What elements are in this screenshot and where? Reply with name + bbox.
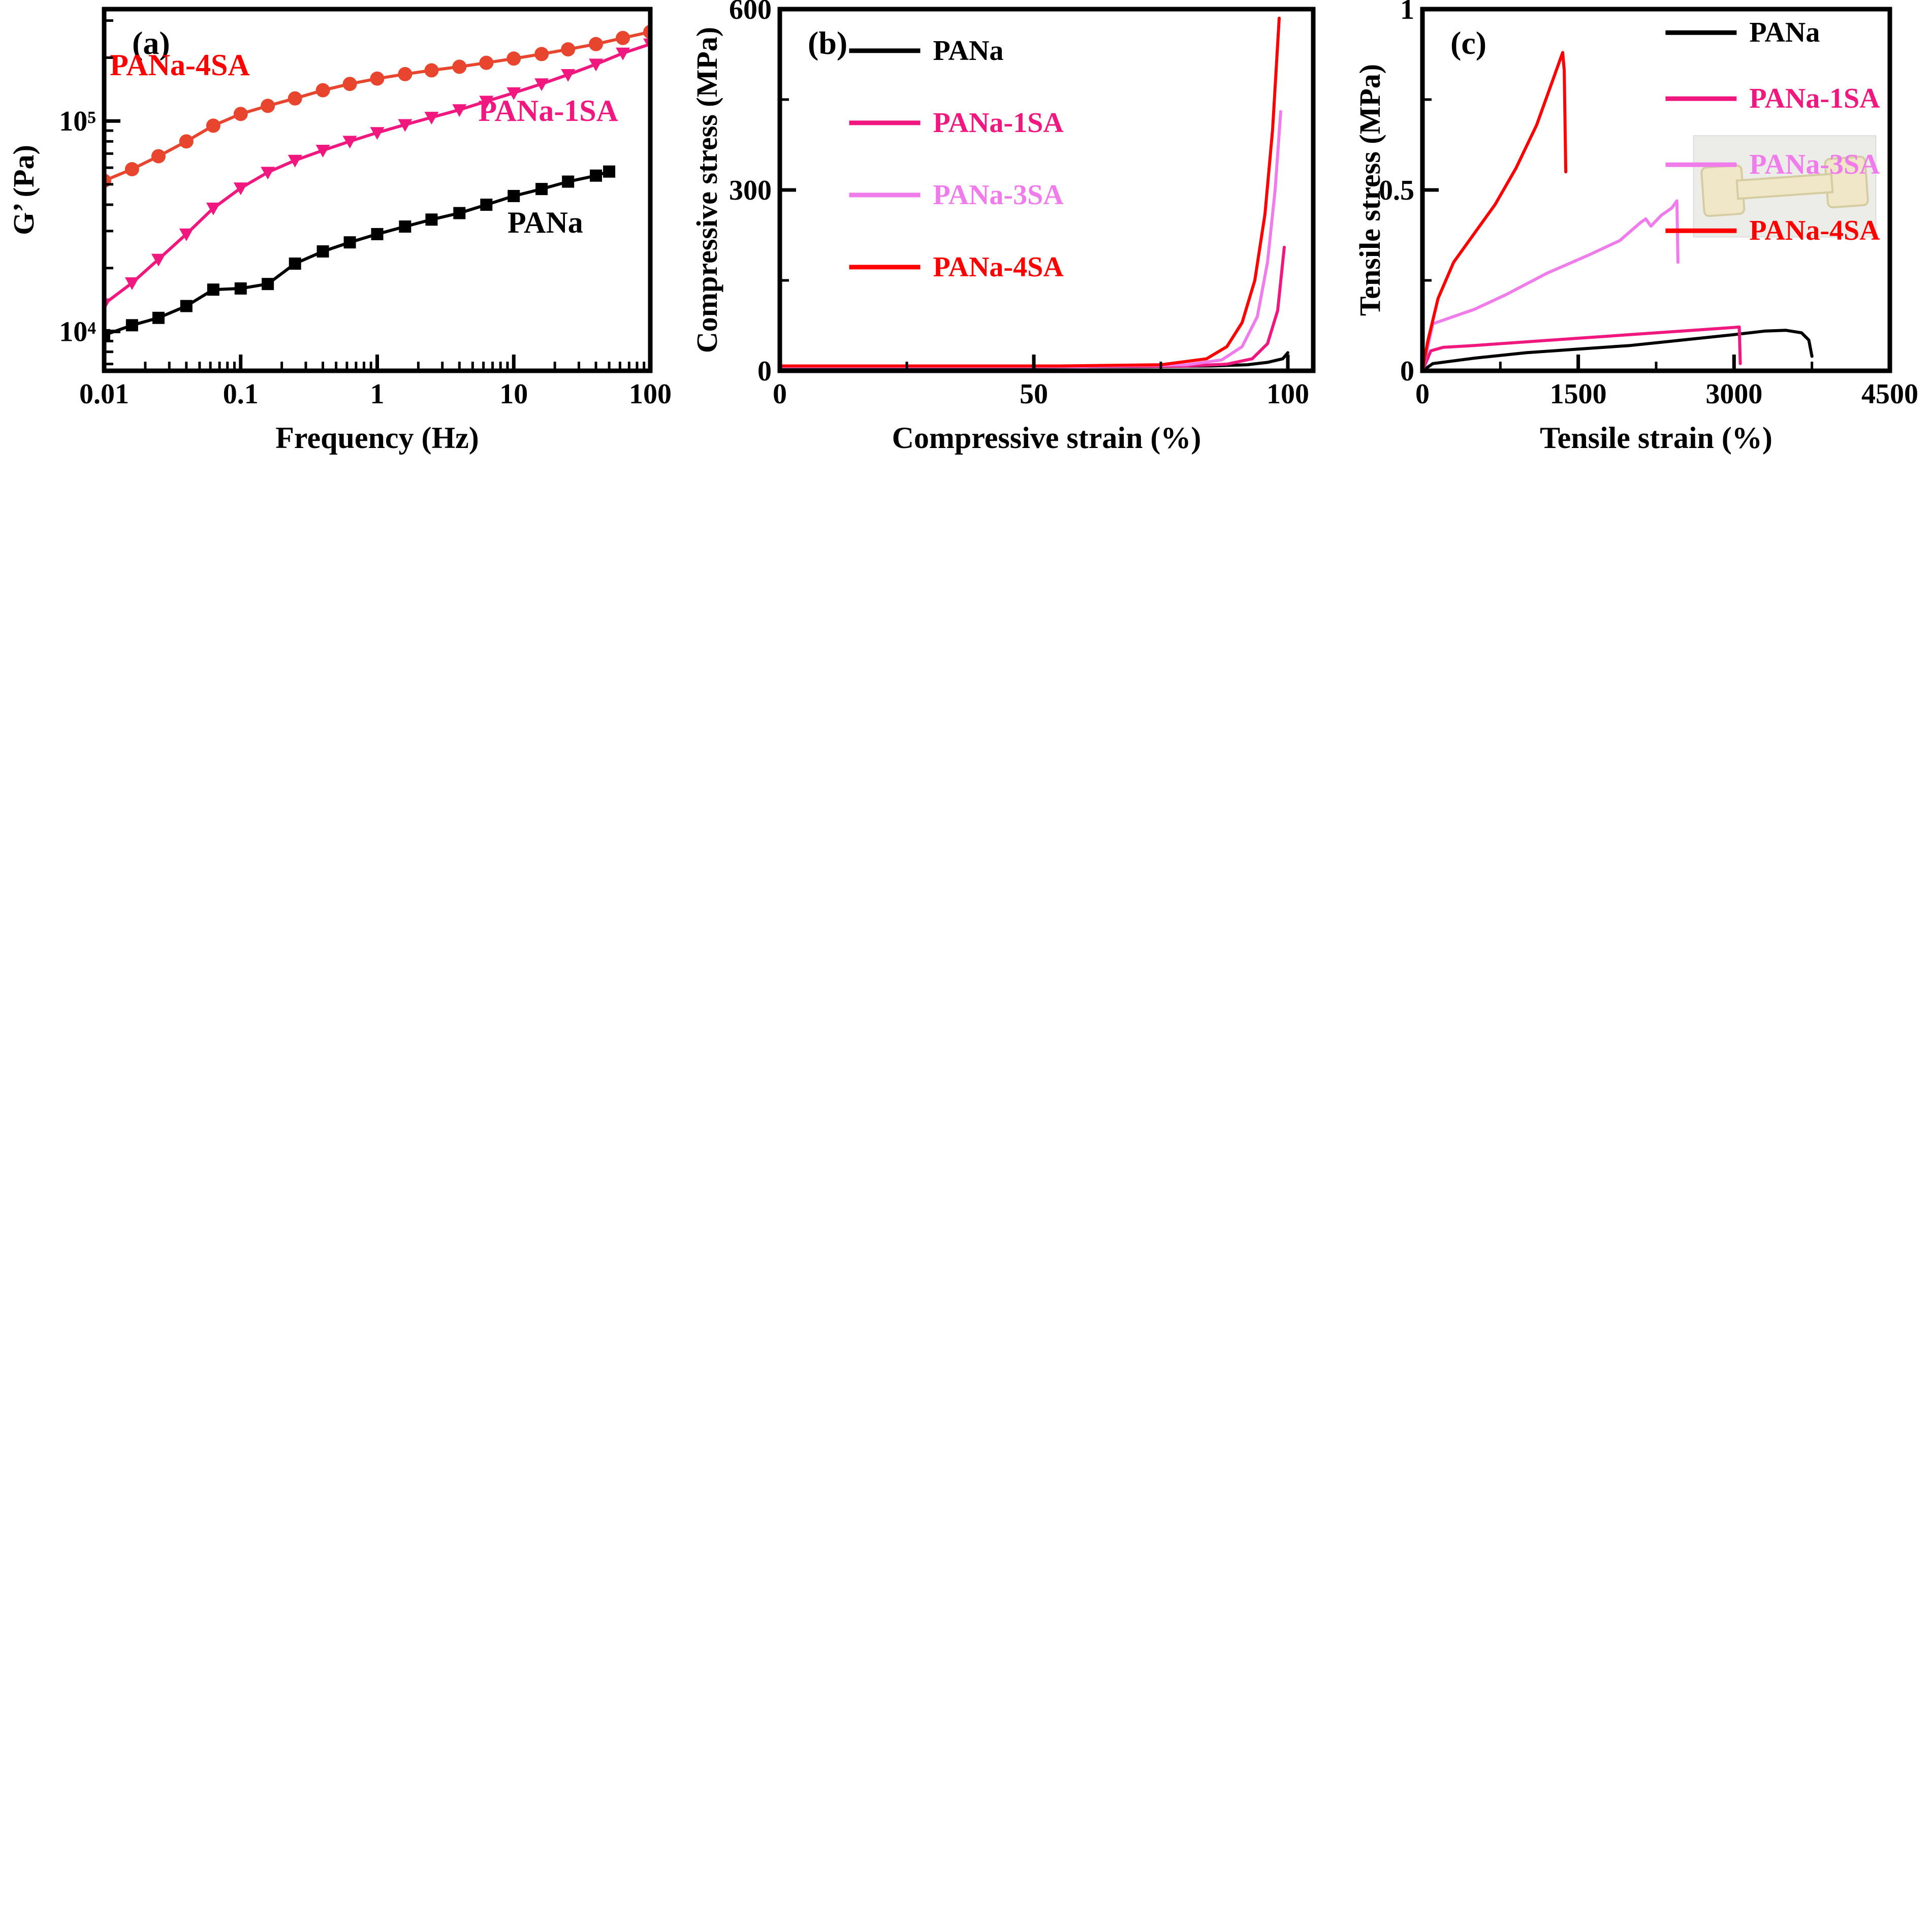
svg-text:(b): (b) <box>808 25 847 61</box>
modulus-stress-stretch-bars <box>0 480 683 957</box>
panel-g-residual-bars <box>683 957 1346 1437</box>
svg-text:PANa-1SA: PANa-1SA <box>933 107 1064 139</box>
svg-text:PANa-3SA: PANa-3SA <box>933 179 1064 211</box>
svg-text:1500: 1500 <box>1550 378 1607 410</box>
panel-e-photos <box>683 480 1932 957</box>
svg-text:Tensile strain (%): Tensile strain (%) <box>1540 421 1772 455</box>
self-healing-chart <box>683 1437 1346 1920</box>
svg-text:0: 0 <box>1415 378 1430 410</box>
panel-k-treatment <box>1346 1437 1932 1920</box>
svg-text:0.1: 0.1 <box>223 378 259 410</box>
svg-text:PANa-4SA: PANa-4SA <box>933 251 1064 283</box>
panel-j-healing <box>683 1437 1346 1920</box>
svg-text:0.01: 0.01 <box>79 378 129 410</box>
svg-text:PANa: PANa <box>508 206 583 239</box>
svg-text:PANa-1SA: PANa-1SA <box>1749 83 1880 114</box>
naoh-treatment-chart <box>1346 1437 1932 1920</box>
svg-text:Compressive stress (MPa): Compressive stress (MPa) <box>690 27 723 353</box>
svg-text:PANa-3SA: PANa-3SA <box>1749 149 1880 180</box>
svg-text:50: 50 <box>1020 378 1048 410</box>
svg-text:PANa: PANa <box>1749 17 1820 48</box>
storage-modulus-chart: 0.01 0.1 1 10 100 10⁴ 10⁵ Frequency (Hz) G’ (Pa)… <box>7 7 672 455</box>
force-relaxation-chart <box>0 957 683 1437</box>
svg-text:3000: 3000 <box>1705 378 1762 410</box>
svg-text:4500: 4500 <box>1861 378 1918 410</box>
panel-d-modulus-bars <box>0 480 683 957</box>
svg-text:300: 300 <box>729 175 772 206</box>
svg-text:10⁴: 10⁴ <box>59 316 96 347</box>
panel-i-toughness-bars <box>0 1437 683 1920</box>
svg-text:10⁵: 10⁵ <box>59 106 96 137</box>
residual-stress-bars <box>683 957 1346 1437</box>
svg-text:PANa: PANa <box>933 35 1004 67</box>
panel-h-notch <box>1346 957 1932 1437</box>
panel-c-tensile: 0 1500 3000 4500 0 0.5 1 Tensile strain (%) Tens… <box>1346 0 1932 480</box>
svg-text:G’ (Pa): G’ (Pa) <box>7 145 40 235</box>
svg-text:0.5: 0.5 <box>1379 175 1414 206</box>
svg-text:Compressive strain (%): Compressive strain (%) <box>892 421 1201 455</box>
tensile-stress-chart: 0 1500 3000 4500 0 0.5 1 Tensile strain (%) Tens… <box>1353 0 1918 455</box>
svg-text:(a): (a) <box>132 25 170 61</box>
svg-text:PANa-1SA: PANa-1SA <box>478 94 618 127</box>
svg-text:(c): (c) <box>1450 25 1486 61</box>
lifting-demo-photos <box>683 480 1932 957</box>
panel-a-storage-modulus: 0.01 0.1 1 10 100 10⁴ 10⁵ Frequency (Hz) G’ (Pa)… <box>0 0 683 480</box>
svg-text:0: 0 <box>773 378 787 410</box>
fracture-work-toughness-bars <box>0 1437 683 1920</box>
svg-text:600: 600 <box>729 0 772 25</box>
svg-text:PANa-4SA: PANa-4SA <box>110 48 250 82</box>
svg-text:Frequency (Hz): Frequency (Hz) <box>275 421 479 455</box>
notch-test-chart <box>1346 957 1932 1437</box>
svg-text:PANa-4SA: PANa-4SA <box>1749 215 1880 246</box>
svg-text:100: 100 <box>1266 378 1309 410</box>
compressive-stress-chart: 0 50 100 0 300 600 Compressive strain (%) Compr… <box>690 0 1316 455</box>
svg-text:Tensile stress (MPa): Tensile stress (MPa) <box>1353 64 1386 316</box>
svg-text:0: 0 <box>757 356 772 387</box>
panel-f-relaxation <box>0 957 683 1437</box>
svg-text:1: 1 <box>1400 0 1414 25</box>
svg-text:0: 0 <box>1400 356 1414 387</box>
svg-text:100: 100 <box>629 378 672 410</box>
svg-text:1: 1 <box>370 378 385 410</box>
svg-text:10: 10 <box>499 378 528 410</box>
panel-b-compressive: 0 50 100 0 300 600 Compressive strain (%) Compr… <box>683 0 1346 480</box>
